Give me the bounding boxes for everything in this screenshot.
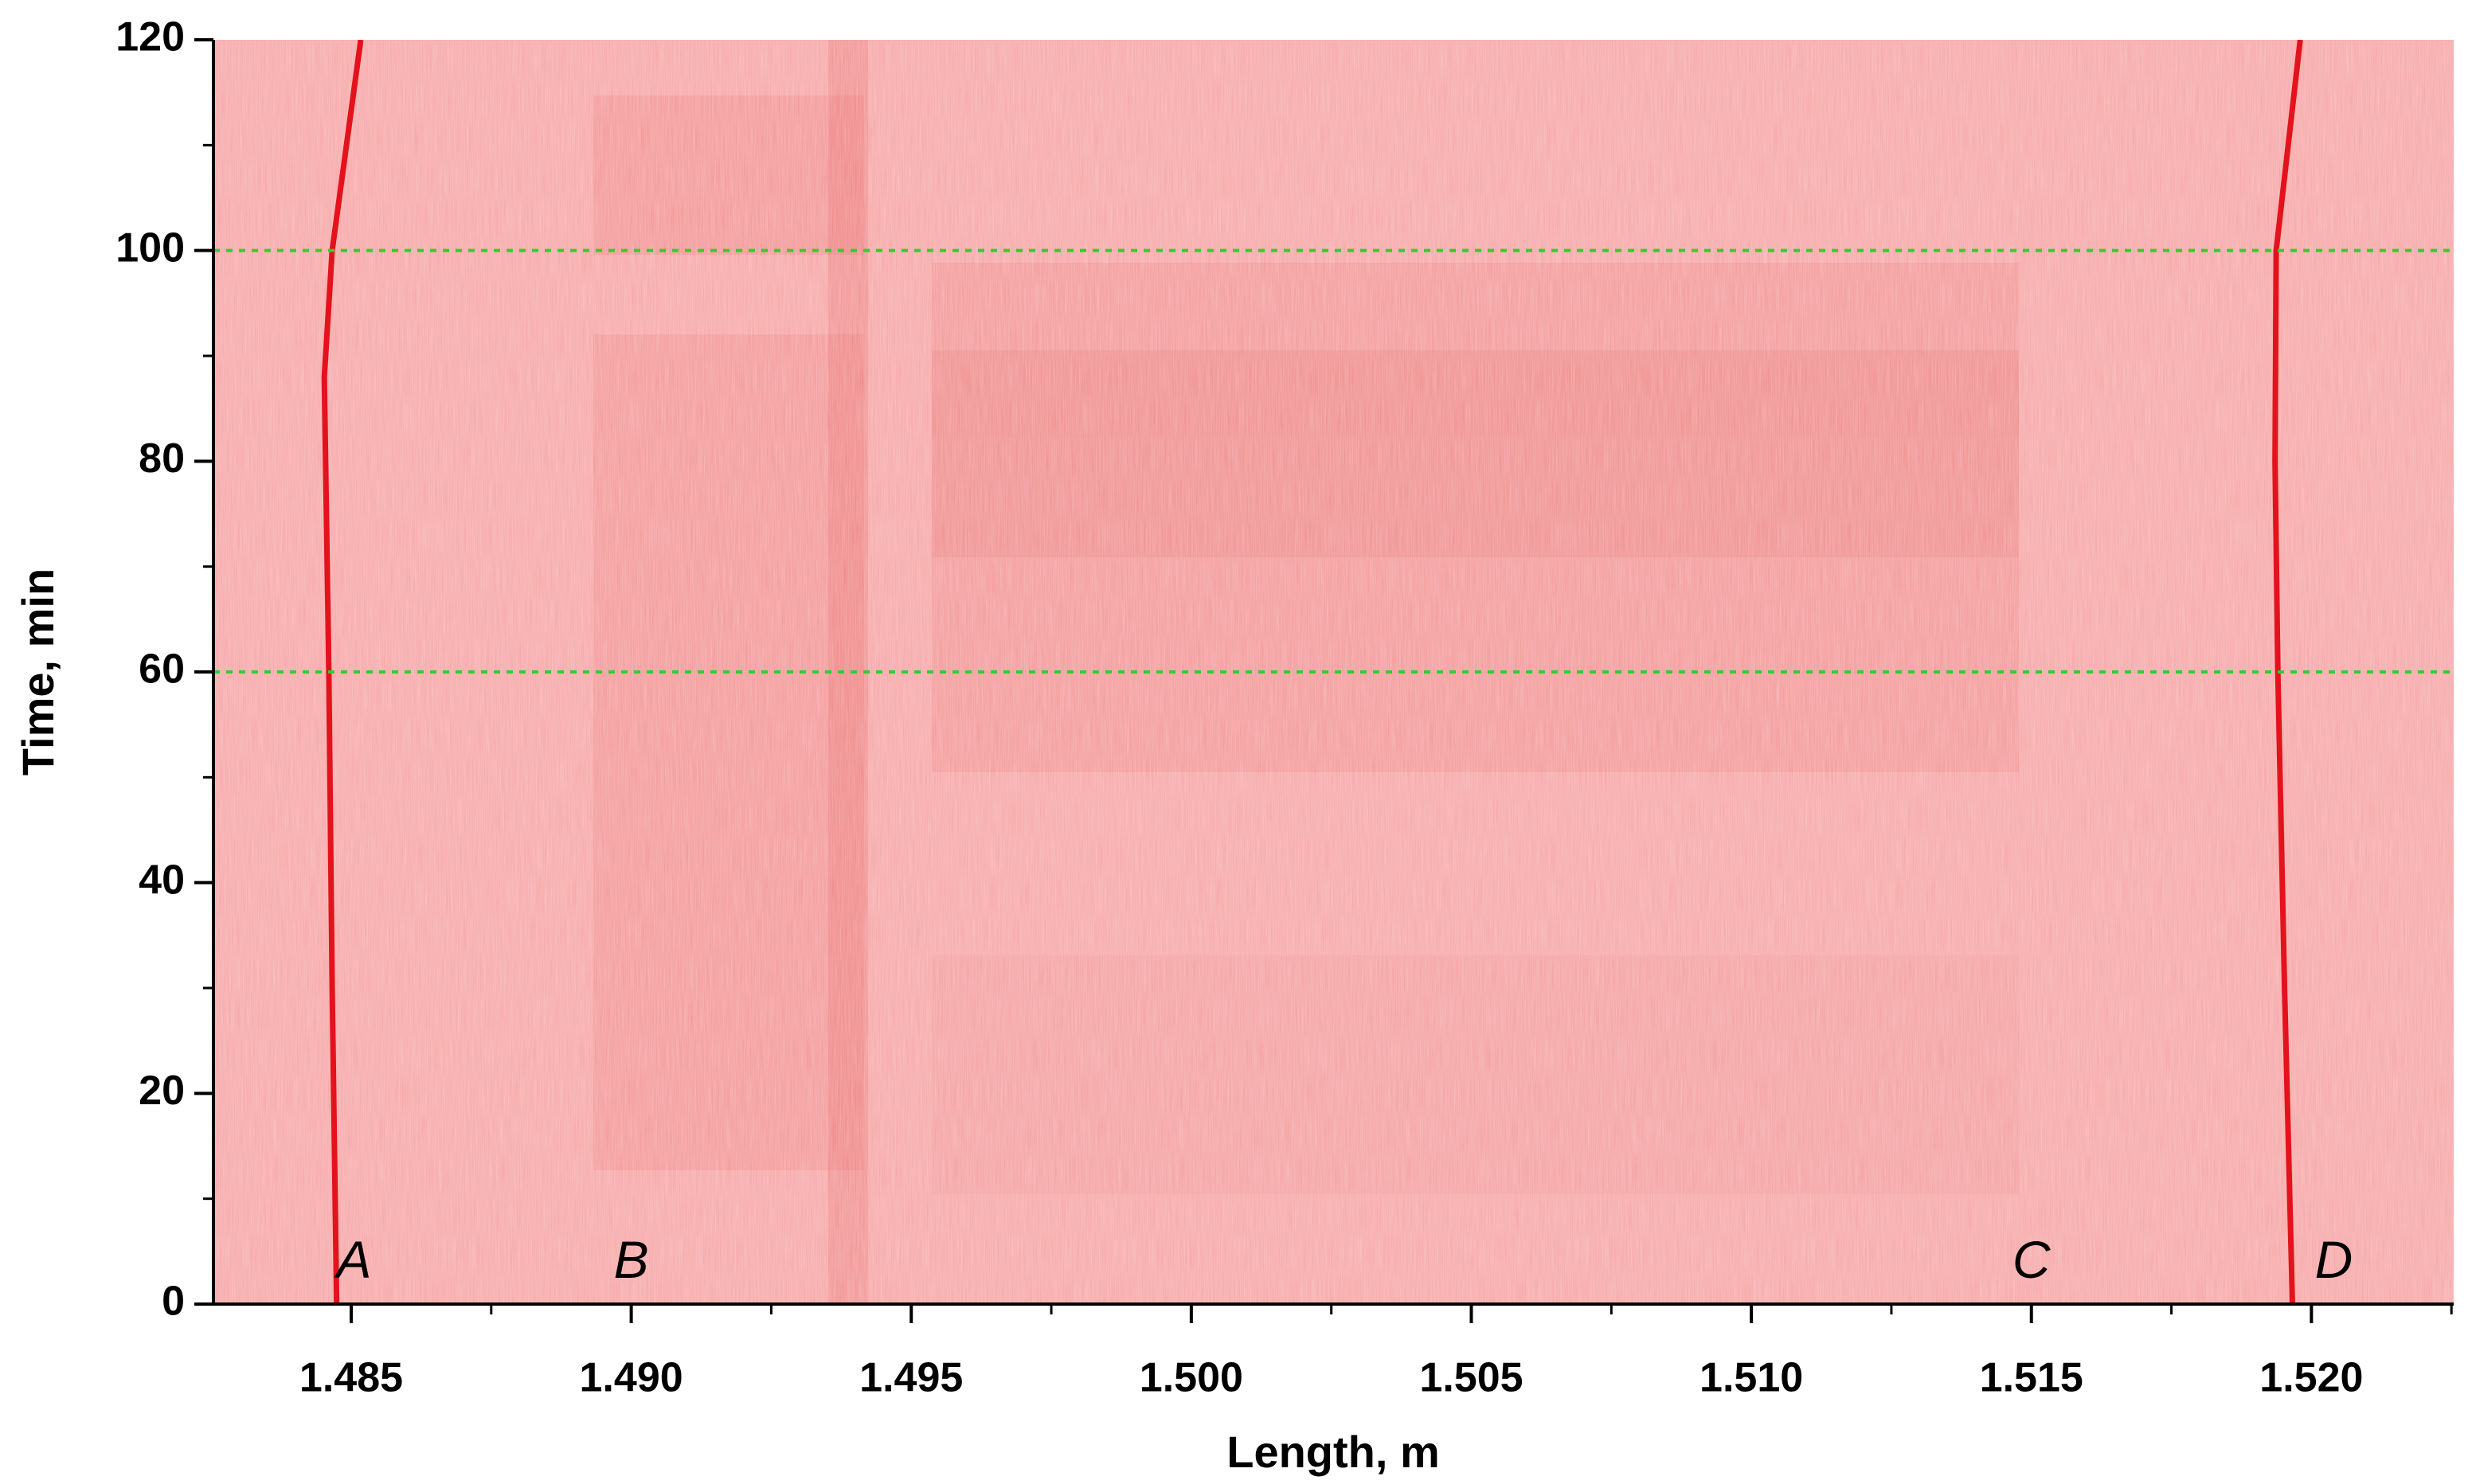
x-tick-label: 1.520	[2259, 1355, 2363, 1401]
x-tick-label: 1.510	[1699, 1355, 1803, 1401]
x-tick-label: 1.505	[1419, 1355, 1523, 1401]
y-axis-title: Time, min	[13, 568, 63, 775]
y-tick-label: 40	[139, 857, 185, 903]
annotation: C	[2012, 1230, 2052, 1289]
annotation: A	[334, 1230, 372, 1289]
trace-line	[2272, 40, 2303, 1304]
x-tick-label: 1.515	[1980, 1355, 2083, 1401]
x-axis-title: Length, m	[1226, 1427, 1440, 1477]
y-tick-label: 80	[139, 435, 185, 482]
x-tick-label: 1.485	[299, 1355, 403, 1401]
x-tick-label: 1.500	[1140, 1355, 1243, 1401]
y-tick-label: 0	[162, 1279, 185, 1325]
annotation: B	[614, 1230, 649, 1289]
chart-layer: A B C D 1.485 1.490 1.495 1.500 1.505 1.510 1.515 1…	[115, 14, 2454, 1401]
annotation: D	[2315, 1230, 2353, 1289]
y-tick-label: 100	[115, 225, 185, 271]
x-tick-label: 1.490	[580, 1355, 683, 1401]
y-tick-label: 20	[139, 1068, 185, 1114]
y-tick-label: 120	[115, 14, 185, 61]
y-tick-label: 60	[139, 646, 185, 693]
trace-line	[321, 40, 364, 1304]
x-tick-label: 1.495	[859, 1355, 963, 1401]
